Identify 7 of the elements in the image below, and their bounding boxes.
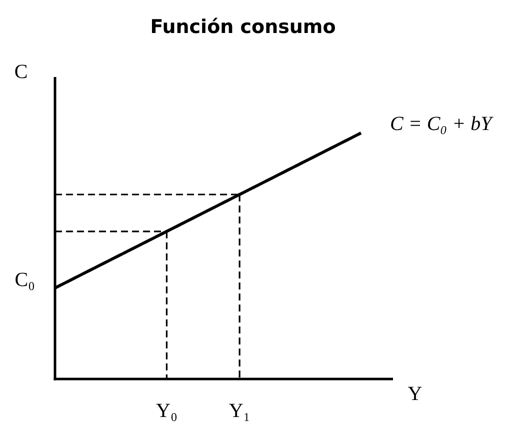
chart-title: Función consumo (150, 16, 336, 38)
x-axis-title: Y (408, 383, 422, 405)
text: C₀ (14, 268, 36, 291)
x-tick-label: Y₀ (156, 400, 178, 422)
y-axis-title: C (14, 61, 28, 83)
series-label: C = C₀ + bY (390, 113, 494, 135)
x-tick-label: Y₁ (228, 400, 250, 422)
